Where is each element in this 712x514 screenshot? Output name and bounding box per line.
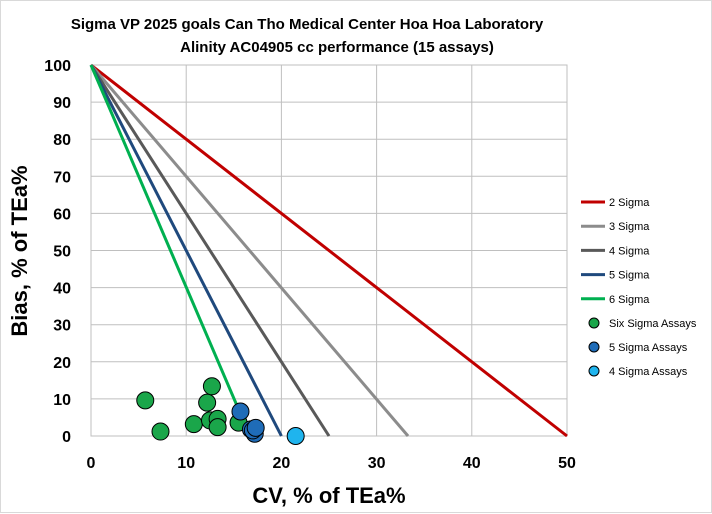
- y-tick-label: 60: [53, 206, 71, 223]
- 5-sigma-assays-point: [231, 402, 250, 421]
- x-tick-label: 10: [177, 455, 195, 472]
- assay-points: [136, 377, 305, 445]
- y-tick-label: 40: [53, 281, 71, 298]
- 4-sigma-line: [89, 64, 331, 437]
- legend-six-sigma-assays-label: Six Sigma Assays: [609, 318, 697, 330]
- x-axis-title: CV, % of TEa%: [252, 483, 405, 508]
- y-tick-label: 20: [53, 355, 71, 372]
- legend-5-sigma-assays-marker: [588, 341, 600, 353]
- x-tick-labels: 0 10 20 30 40 50: [87, 455, 576, 472]
- legend-5-sigma-assays-label: 5 Sigma Assays: [609, 342, 688, 354]
- sigma-lines: [89, 63, 568, 438]
- chart-subtitle: Alinity AC04905 cc performance (15 assay…: [180, 39, 494, 56]
- legend-2-sigma-label: 2 Sigma: [609, 197, 650, 209]
- legend-4-sigma-assays-label: 4 Sigma Assays: [609, 366, 688, 378]
- six-sigma-assays-point: [151, 422, 170, 441]
- y-axis-title: Bias, % of TEa%: [7, 165, 32, 336]
- y-tick-labels: 0 10 20 30 40 50 60 70 80 90 100: [44, 58, 71, 446]
- y-tick-label: 50: [53, 244, 71, 261]
- legend-4-sigma-label: 4 Sigma: [609, 245, 650, 257]
- six-sigma-assays-point: [198, 393, 217, 412]
- y-tick-label: 80: [53, 132, 71, 149]
- legend-5-sigma-label: 5 Sigma: [609, 270, 650, 282]
- six-sigma-assays-point: [208, 418, 227, 437]
- gridlines: [91, 65, 567, 436]
- legend-3-sigma-label: 3 Sigma: [609, 221, 650, 233]
- legend-4-sigma-assays-marker: [588, 365, 600, 377]
- 6-sigma-line: [89, 64, 252, 437]
- legend-6-sigma-label: 6 Sigma: [609, 294, 650, 306]
- legend-six-sigma-assays-marker: [588, 317, 600, 329]
- y-tick-label: 30: [53, 318, 71, 335]
- 2-sigma-line: [90, 63, 568, 438]
- chart-title: Sigma VP 2025 goals Can Tho Medical Cent…: [71, 16, 544, 33]
- legend: 2 Sigma 3 Sigma 4 Sigma 5 Sigma 6 Sigma Six S…: [581, 197, 697, 378]
- 5-sigma-assays-point: [246, 418, 265, 437]
- 3-sigma-line: [89, 64, 410, 437]
- x-tick-label: 40: [463, 455, 481, 472]
- 4-sigma-assays-point: [286, 427, 305, 445]
- six-sigma-assays-point: [184, 415, 203, 434]
- x-tick-label: 30: [368, 455, 386, 472]
- x-tick-label: 0: [87, 455, 96, 472]
- x-tick-label: 50: [558, 455, 576, 472]
- y-tick-label: 10: [53, 392, 71, 409]
- y-tick-label: 100: [44, 58, 71, 75]
- six-sigma-assays-point: [136, 391, 155, 410]
- x-tick-label: 20: [273, 455, 291, 472]
- y-tick-label: 70: [53, 169, 71, 186]
- 5-sigma-line: [89, 64, 283, 437]
- y-tick-label: 90: [53, 95, 71, 112]
- y-tick-label: 0: [62, 429, 71, 446]
- six-sigma-assays-point: [202, 377, 221, 396]
